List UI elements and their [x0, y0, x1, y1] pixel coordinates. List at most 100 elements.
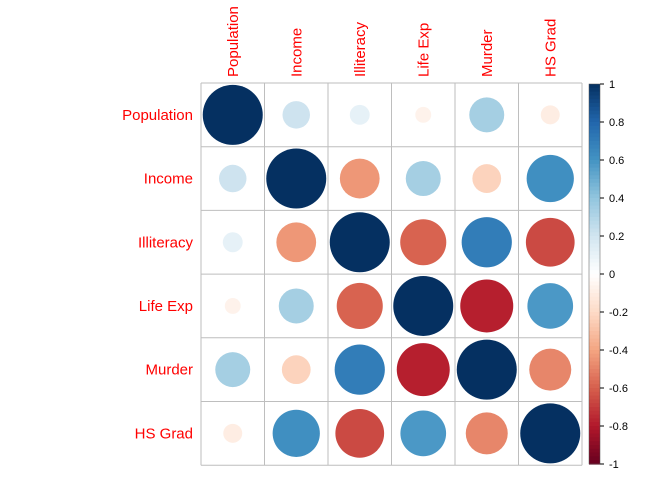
- corr-circle-murder-population: [215, 352, 251, 388]
- row-label: Population: [122, 107, 193, 124]
- colorbar-segment: [589, 319, 600, 324]
- colorbar-segment: [589, 95, 600, 100]
- colorbar-segment: [589, 179, 600, 184]
- colorbar-segment: [589, 433, 600, 438]
- colorbar-tick-label: -0.6: [609, 383, 628, 395]
- corr-circle-population-hs-grad: [540, 105, 560, 125]
- column-label: Illiteracy: [352, 21, 369, 77]
- corr-circle-hs-grad-murder: [465, 412, 508, 455]
- colorbar-segment: [589, 277, 600, 283]
- corr-circle-life-exp-population: [224, 298, 241, 314]
- colorbar-segment: [589, 357, 600, 362]
- colorbar-segment: [589, 182, 600, 188]
- corr-circle-population-income: [282, 101, 310, 129]
- colorbar-segment: [589, 201, 600, 207]
- colorbar-segment: [589, 91, 600, 96]
- corr-circle-population-murder: [469, 97, 505, 133]
- row-label: Life Exp: [139, 298, 193, 315]
- colorbar-segment: [589, 198, 600, 203]
- colorbar-tick-label: -1: [609, 459, 619, 471]
- colorbar-segment: [589, 99, 600, 104]
- colorbar-segment: [589, 422, 600, 427]
- colorbar-segment: [589, 84, 600, 89]
- colorbar-segment: [589, 114, 600, 119]
- corr-circle-murder-illiteracy: [334, 344, 385, 395]
- colorbar-segment: [589, 141, 600, 146]
- colorbar-segment: [589, 429, 600, 435]
- row-label: Illiteracy: [138, 234, 194, 251]
- corr-circle-murder-income: [281, 355, 311, 385]
- colorbar-segment: [589, 190, 600, 195]
- colorbar-segment: [589, 376, 600, 381]
- colorbar-tick-label: 1: [609, 79, 615, 91]
- colorbar-segment: [589, 213, 600, 218]
- colorbar-segment: [589, 410, 600, 416]
- colorbar-segment: [589, 384, 600, 389]
- colorbar-segment: [589, 296, 600, 302]
- corr-circle-life-exp-murder: [460, 279, 514, 333]
- colorbar-segment: [589, 266, 600, 271]
- colorbar-segment: [589, 209, 600, 214]
- row-label: HS Grad: [135, 425, 193, 442]
- colorbar-segment: [589, 87, 600, 93]
- colorbar-segment: [589, 407, 600, 412]
- corr-circle-hs-grad-income: [272, 409, 320, 457]
- colorbar-segment: [589, 395, 600, 400]
- corr-circle-income-murder: [472, 164, 502, 193]
- colorbar-segment: [589, 167, 600, 172]
- colorbar-segment: [589, 262, 600, 267]
- row-label: Income: [144, 171, 193, 188]
- colorbar-segment: [589, 163, 600, 169]
- colorbar-segment: [589, 258, 600, 264]
- colorbar-segment: [589, 391, 600, 397]
- colorbar-segment: [589, 452, 600, 457]
- colorbar-tick-label: -0.2: [609, 307, 628, 319]
- colorbar-segment: [589, 289, 600, 294]
- corr-circle-income-life-exp: [405, 161, 441, 197]
- colorbar-tick-label: 0.8: [609, 117, 624, 129]
- colorbar-segment: [589, 353, 600, 359]
- colorbar-segment: [589, 460, 600, 465]
- colorbar-segment: [589, 414, 600, 419]
- corr-circle-population-illiteracy: [349, 104, 370, 125]
- colorbar-segment: [589, 361, 600, 366]
- colorbar-segment: [589, 243, 600, 248]
- corr-circle-murder-hs-grad: [529, 348, 572, 391]
- colorbar-segment: [589, 236, 600, 241]
- colorbar-segment: [589, 171, 600, 176]
- corr-circle-life-exp-income: [278, 288, 314, 324]
- colorbar-segment: [589, 388, 600, 393]
- colorbar-segment: [589, 399, 600, 404]
- corr-circle-hs-grad-hs-grad: [520, 403, 581, 464]
- colorbar-segment: [589, 300, 600, 305]
- column-label: Population: [225, 6, 242, 77]
- colorbar-segment: [589, 251, 600, 256]
- colorbar-segment: [589, 342, 600, 347]
- colorbar-segment: [589, 285, 600, 290]
- column-label: Life Exp: [415, 23, 432, 77]
- colorbar-segment: [589, 125, 600, 131]
- colorbar-segment: [589, 331, 600, 336]
- colorbar-segment: [589, 445, 600, 450]
- colorbar-segment: [589, 304, 600, 309]
- colorbar-segment: [589, 232, 600, 237]
- colorbar-segment: [589, 350, 600, 355]
- corr-circle-illiteracy-life-exp: [400, 219, 447, 266]
- colorbar-segment: [589, 274, 600, 279]
- colorbar-segment: [589, 239, 600, 245]
- column-label: Murder: [479, 29, 496, 77]
- colorbar-segment: [589, 118, 600, 123]
- column-label: HS Grad: [542, 19, 559, 77]
- colorbar-tick-label: 0.4: [609, 193, 624, 205]
- colorbar-segment: [589, 160, 600, 165]
- colorbar-segment: [589, 205, 600, 210]
- colorbar-segment: [589, 338, 600, 343]
- corr-circle-income-income: [266, 148, 327, 209]
- corr-circle-income-illiteracy: [339, 158, 380, 199]
- colorbar-segment: [589, 293, 600, 298]
- colorbar-segment: [589, 308, 600, 313]
- colorbar-segment: [589, 418, 600, 423]
- colorbar-segment: [589, 437, 600, 442]
- colorbar-tick-label: 0.2: [609, 231, 624, 243]
- colorbar-segment: [589, 103, 600, 108]
